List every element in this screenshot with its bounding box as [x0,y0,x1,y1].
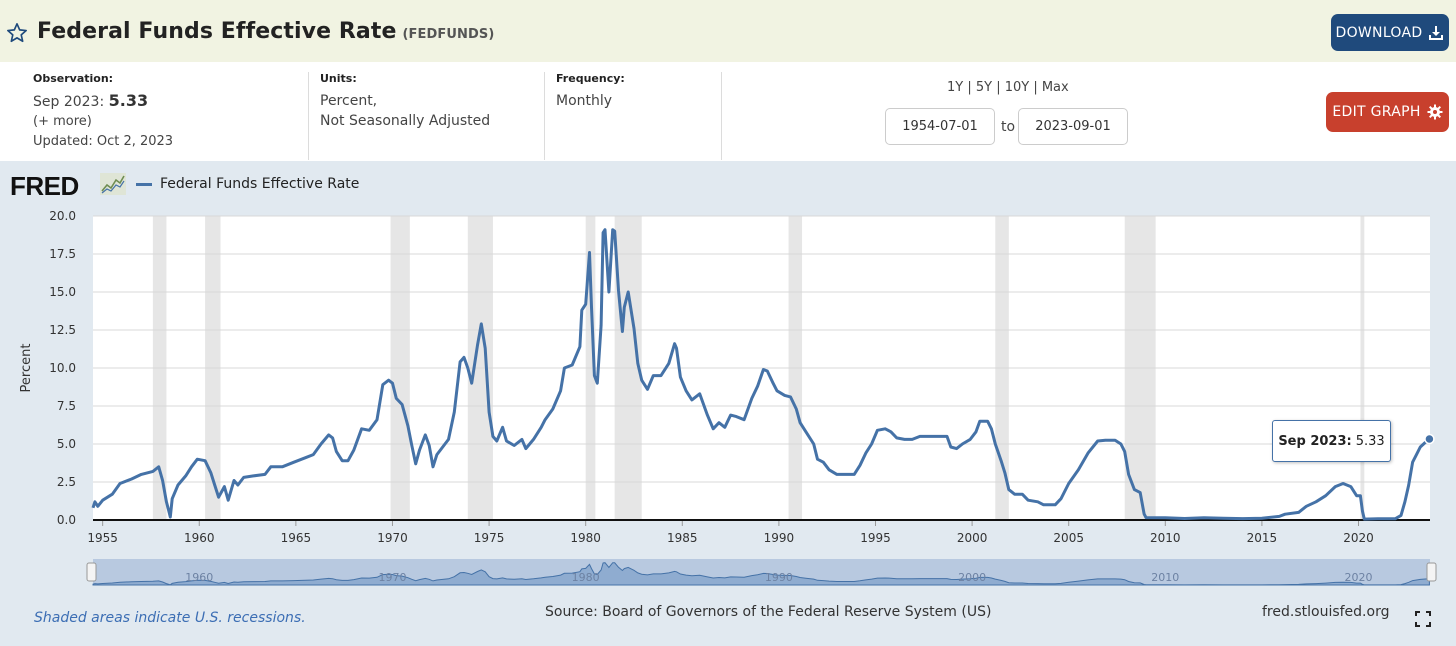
y-tick-label: 7.5 [57,399,76,413]
series-line [91,228,1431,521]
units-label: Units: [320,72,357,85]
tooltip-label: Sep 2023: [1278,433,1352,449]
x-tick-label: 1975 [474,531,505,545]
divider [721,72,722,160]
edit-graph-label: EDIT GRAPH [1332,104,1421,120]
x-tick-label: 2015 [1247,531,1278,545]
y-axis-label: Percent [19,344,34,393]
legend[interactable]: Federal Funds Effective Rate [136,176,359,192]
navigator-tick-label: 2000 [958,571,986,584]
fred-logo: FRED [10,171,79,201]
units-block: Units: Percent, Not Seasonally Adjusted [320,72,540,160]
edit-graph-button[interactable]: EDIT GRAPH [1326,92,1449,132]
chart-area: 0.0 2.5 5.0 7.5 10.0 12.5 15.0 17.5 20.0 1955 196… [0,161,1456,646]
navigator-left-handle[interactable] [86,562,97,582]
units-line2: Not Seasonally Adjusted [320,113,491,129]
navigator-tick-label: 1980 [572,571,600,584]
divider [544,72,545,160]
frequency-label: Frequency: [556,72,625,85]
page-title: Federal Funds Effective Rate (FEDFUNDS) [37,19,494,44]
x-tick-label: 1965 [281,531,312,545]
site-link[interactable]: fred.stlouisfed.org [1262,604,1390,620]
y-tick-label: 5.0 [57,437,76,451]
navigator-tick-label: 1990 [765,571,793,584]
observation-line: Sep 2023: 5.33 [33,91,293,112]
units-line1: Percent, [320,93,378,109]
y-tick-label: 12.5 [49,323,76,337]
observation-block: Observation: Sep 2023: 5.33 (+ more) Upd… [33,72,293,160]
y-tick-label: 2.5 [57,475,76,489]
y-tick-labels: 0.0 2.5 5.0 7.5 10.0 12.5 15.0 17.5 20.0 [49,209,76,527]
chart-svg[interactable]: 0.0 2.5 5.0 7.5 10.0 12.5 15.0 17.5 20.0 1955 196… [0,161,1456,646]
download-button[interactable]: DOWNLOAD [1331,14,1449,51]
recession-note: Shaded areas indicate U.S. recessions. [34,610,306,626]
header-bar: Federal Funds Effective Rate (FEDFUNDS) D… [0,0,1456,62]
y-tick-label: 0.0 [57,513,76,527]
to-label: to [1001,119,1016,135]
x-tick-label: 1985 [667,531,698,545]
navigator-area [92,562,1430,586]
x-tick-label: 1960 [184,531,215,545]
observation-value: 5.33 [108,91,149,110]
x-tick-label: 2005 [1053,531,1084,545]
fullscreen-icon[interactable] [1415,611,1431,627]
download-label: DOWNLOAD [1335,24,1423,41]
y-tick-label: 10.0 [49,361,76,375]
data-point-marker[interactable] [1424,433,1435,445]
y-tick-label: 20.0 [49,209,76,223]
x-tick-label: 1995 [860,531,891,545]
updated-date: Updated: Oct 2, 2023 [33,134,174,149]
metadata-panel: Observation: Sep 2023: 5.33 (+ more) Upd… [0,62,1456,161]
navigator-tick-label: 2020 [1345,571,1373,584]
start-date-input[interactable]: 1954-07-01 [885,108,995,145]
navigator-tick-label: 1960 [185,571,213,584]
x-tick-label: 1955 [87,531,118,545]
observation-label: Observation: [33,72,114,85]
divider [308,72,309,160]
gear-icon [1427,104,1443,120]
end-date-input[interactable]: 2023-09-01 [1018,108,1128,145]
navigator-tick-label: 2010 [1151,571,1179,584]
series-id: (FEDFUNDS) [402,27,495,42]
x-tick-label: 1980 [570,531,601,545]
fred-chart-icon [100,173,126,195]
navigator-ticks: 1960 1970 1980 1990 2000 2010 2020 [185,571,1372,584]
navigator-right-handle[interactable] [1426,562,1437,582]
legend-label: Federal Funds Effective Rate [160,176,360,192]
legend-swatch [136,182,152,186]
x-tick-label: 2010 [1150,531,1181,545]
source-note: Source: Board of Governors of the Federa… [545,604,992,620]
series-title: Federal Funds Effective Rate [37,19,397,44]
frequency-value: Monthly [556,93,613,109]
x-tick-label: 2000 [957,531,988,545]
tooltip: Sep 2023: 5.33 [1272,420,1391,462]
x-tick-label: 1970 [377,531,408,545]
frequency-block: Frequency: Monthly [556,72,716,160]
x-tick-label: 2020 [1343,531,1374,545]
x-tick-labels: 1955 1960 1965 1970 1975 1980 1985 1990 1995 2000… [87,520,1374,545]
more-link[interactable]: (+ more) [33,114,92,129]
y-tick-label: 17.5 [49,247,76,261]
tooltip-value: 5.33 [1355,433,1385,449]
download-icon [1429,25,1444,40]
y-tick-label: 15.0 [49,285,76,299]
star-icon[interactable] [6,22,28,44]
x-tick-label: 1990 [764,531,795,545]
navigator-tick-label: 1970 [378,571,406,584]
observation-period: Sep 2023: [33,94,105,110]
range-links[interactable]: 1Y | 5Y | 10Y | Max [947,80,1069,95]
